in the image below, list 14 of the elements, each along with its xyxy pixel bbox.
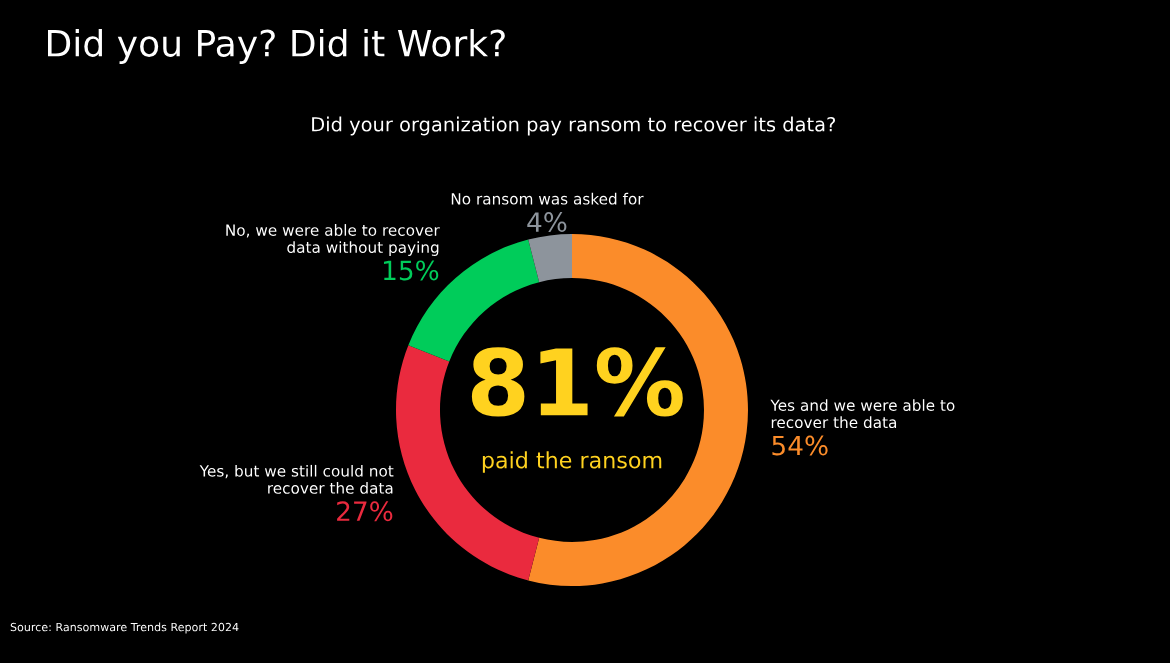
donut-slice (528, 234, 572, 283)
slice-label: No, we were able to recover data without paying (226, 224, 440, 256)
slice-label: No ransom was asked for (451, 192, 644, 205)
data-label: 15% (383, 260, 439, 281)
source-note: Source: Ransomware Trends Report 2024 (10, 622, 239, 634)
text: paid the ransom (482, 451, 662, 473)
data-label: 54% (772, 435, 828, 456)
text: 81% (471, 347, 683, 417)
slice-label: Yes and we were able to recover the data (770, 399, 955, 429)
chart-title: Did you Pay? Did it Work? (48, 28, 505, 64)
data-label: 27% (337, 501, 393, 522)
chart-subtitle: Did your organization pay ransom to recover its data? (312, 116, 835, 136)
slice-label: Yes, but we still could not recover the data (199, 464, 394, 494)
data-label: 4% (527, 212, 567, 232)
